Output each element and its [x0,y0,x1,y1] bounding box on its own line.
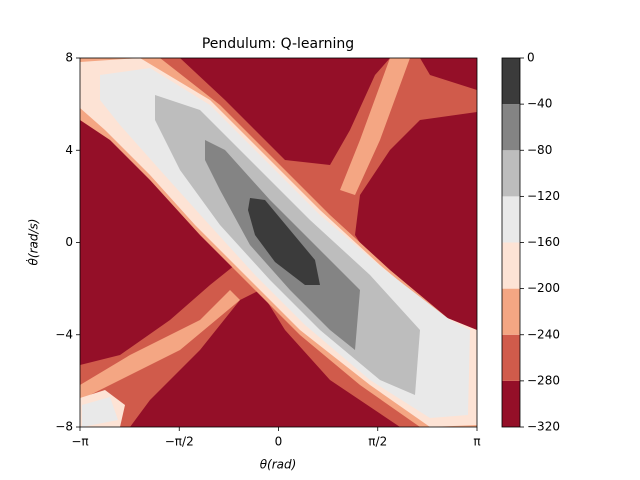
contour-band [82,397,118,427]
y-tick-label: 4 [65,143,73,157]
x-tick-label: π/2 [368,435,387,449]
x-tick-label: π [473,435,480,449]
colorbar-tick-label: −80 [527,143,552,157]
contour-area [79,57,478,428]
colorbar-segment [502,58,520,105]
colorbar-tick-label: −240 [527,327,560,341]
contour-band [248,198,320,285]
x-tick-label: −π/2 [165,435,194,449]
colorbar-tick-label: −40 [527,97,552,111]
contour-band [340,58,410,195]
colorbar-tick-label: −160 [527,235,560,249]
y-tick-label: −8 [55,420,73,434]
colorbar-tick-label: −280 [527,373,560,387]
colorbar-tick-label: −200 [527,281,560,295]
colorbar-segment [502,380,520,427]
y-tick-label: −4 [55,327,73,341]
chart-title: Pendulum: Q-learning [202,36,354,52]
colorbar-segment [502,288,520,335]
colorbar-segment [502,196,520,243]
y-tick-label: 8 [65,51,73,65]
y-tick-label: 0 [65,235,73,249]
x-axis-label: θ(rad) [260,458,297,472]
colorbar-segment [502,150,520,197]
x-tick-label: 0 [275,435,283,449]
x-tick-label: −π [71,435,88,449]
colorbar-segment [502,242,520,289]
colorbar-tick-label: 0 [527,51,535,65]
y-axis-label: θ̇(rad/s) [25,219,40,266]
colorbar-segment [502,334,520,381]
colorbar-tick-label: −320 [527,420,560,434]
colorbar-tick-label: −120 [527,189,560,203]
colorbar-segment [502,104,520,151]
contour-band [80,290,240,400]
